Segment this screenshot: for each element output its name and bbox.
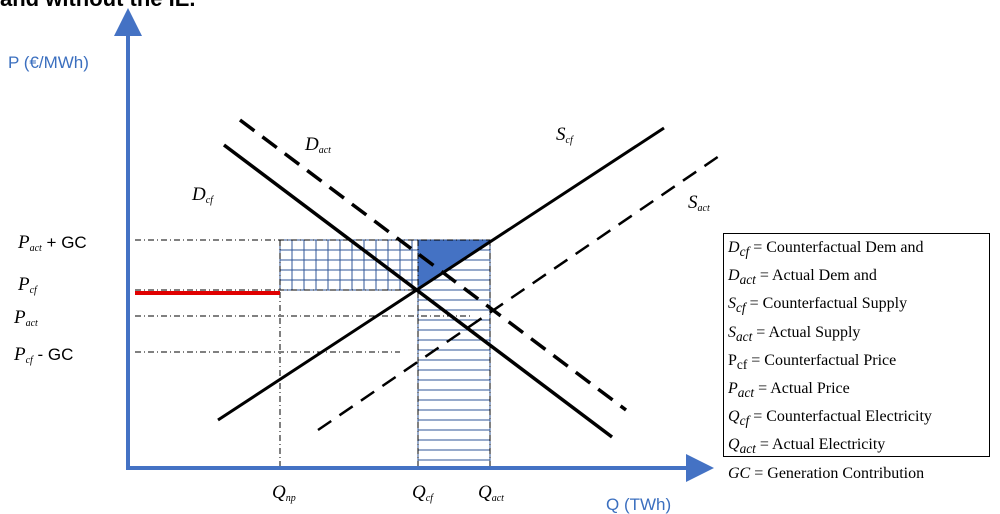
d-cf-curve xyxy=(222,143,614,439)
legend-row: Pact = Actual Price xyxy=(728,379,850,401)
quantity-guides xyxy=(279,240,491,468)
quantity-label-qcf: Qcf xyxy=(412,482,434,504)
s-act-curve xyxy=(317,150,726,432)
label-d-act: Dact xyxy=(304,134,331,156)
legend-row: GC = Generation Contribution xyxy=(728,464,925,482)
legend-row: Sact = Actual Supply xyxy=(728,323,861,344)
label-s-act: Sact xyxy=(688,192,710,214)
legend-row: Dcf = Counterfactual Dem and xyxy=(728,239,924,260)
legend: Dcf = Counterfactual Dem and Dact = Actu… xyxy=(723,233,990,482)
price-labels: Pact + GC Pcf Pact Pcf - GC xyxy=(13,232,87,366)
price-label-pcf-minus-gc: Pcf - GC xyxy=(13,344,73,366)
x-axis-label: Q (TWh) xyxy=(606,495,671,514)
curve-labels: Dcf Dact Scf Sact xyxy=(191,124,710,214)
label-d-cf: Dcf xyxy=(191,184,214,206)
price-label-pcf: Pcf xyxy=(17,274,38,296)
legend-row: Qact = Actual Electricity xyxy=(728,436,886,457)
legend-row: Qcf = Counterfactual Electricity xyxy=(728,408,932,429)
quantity-label-qnp: Qnp xyxy=(272,482,296,504)
price-guides xyxy=(135,239,490,353)
legend-row: Pcf = Counterfactual Price xyxy=(728,351,897,372)
legend-row: Scf = Counterfactual Supply xyxy=(728,295,908,316)
price-label-pact: Pact xyxy=(13,307,38,329)
grid-hatch-area xyxy=(279,239,419,291)
y-axis-label: P (€/MWh) xyxy=(8,53,89,72)
quantity-labels: Qnp Qcf Qact xyxy=(272,482,504,504)
legend-row: Dact = Actual Dem and xyxy=(728,267,877,288)
heading-fragment: and without the IE. xyxy=(0,0,196,12)
price-label-pact-plus-gc: Pact + GC xyxy=(17,232,87,254)
label-s-cf: Scf xyxy=(556,124,574,146)
d-act-curve xyxy=(238,118,628,412)
s-cf-curve xyxy=(217,126,665,422)
quantity-label-qact: Qact xyxy=(478,482,504,504)
